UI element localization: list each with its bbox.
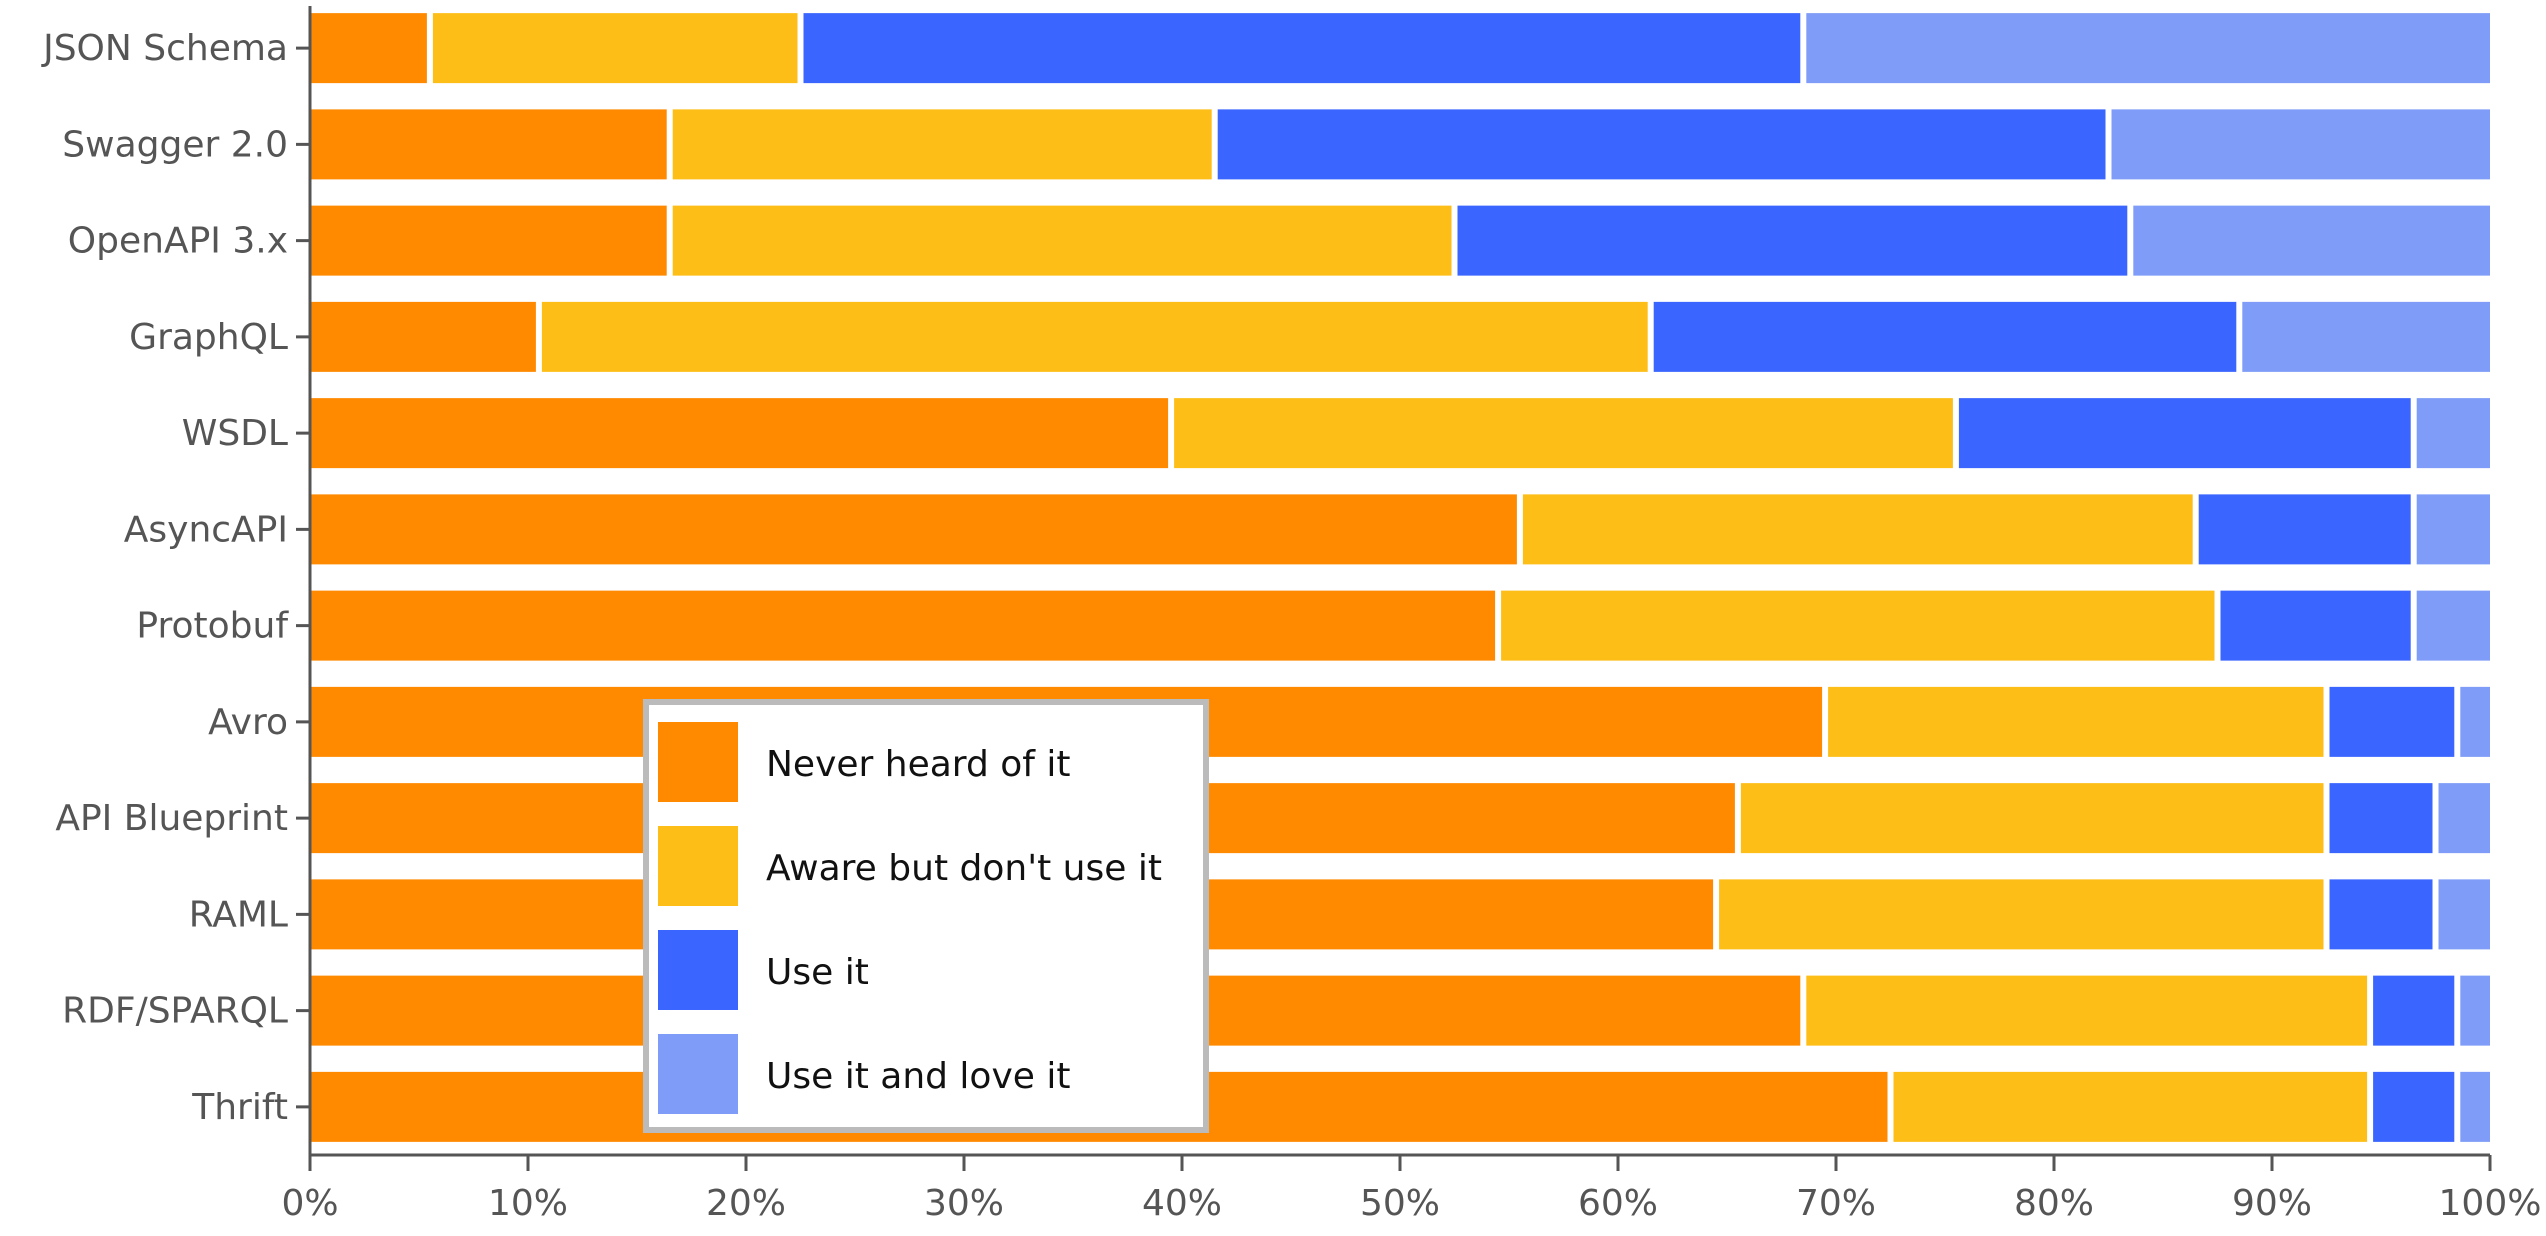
bar-thrift-use-it-and-love-it xyxy=(2460,1071,2490,1142)
bar-protobuf-never-heard-of-it xyxy=(310,590,1496,661)
bar-asyncapi-use-it xyxy=(2198,494,2411,565)
x-tick-label: 20% xyxy=(706,1183,786,1224)
bar-graphql-use-it xyxy=(1653,301,2237,372)
bar-wsdl-never-heard-of-it xyxy=(310,398,1169,469)
bar-json-schema-use-it xyxy=(803,13,1801,84)
x-tick-label: 60% xyxy=(1578,1183,1658,1224)
bar-openapi-3-x-never-heard-of-it xyxy=(310,205,667,276)
bar-raml-use-it-and-love-it xyxy=(2438,879,2490,950)
bar-rdf-sparql-use-it-and-love-it xyxy=(2460,975,2490,1046)
y-tick-label: AsyncAPI xyxy=(124,509,288,550)
bar-avro-use-it-and-love-it xyxy=(2460,686,2490,757)
legend-swatch-use-it-and-love-it xyxy=(658,1034,738,1114)
bar-swagger-2-0-use-it xyxy=(1217,109,2106,180)
bar-thrift-aware-but-don-t-use-it xyxy=(1893,1071,2368,1142)
bar-json-schema-use-it-and-love-it xyxy=(1806,13,2490,84)
bar-avro-use-it xyxy=(2329,686,2455,757)
y-tick-label: Protobuf xyxy=(136,606,289,647)
x-tick-label: 80% xyxy=(2014,1183,2094,1224)
bar-api-blueprint-use-it xyxy=(2329,783,2433,854)
y-tick-label: Thrift xyxy=(191,1087,288,1128)
bar-graphql-never-heard-of-it xyxy=(310,301,536,372)
bar-graphql-aware-but-don-t-use-it xyxy=(541,301,1648,372)
bar-wsdl-aware-but-don-t-use-it xyxy=(1174,398,1953,469)
legend: Never heard of it Aware but don't use it U… xyxy=(643,699,1209,1133)
legend-box xyxy=(643,699,1209,1133)
x-tick-label: 100% xyxy=(2439,1183,2542,1224)
y-tick-label: RDF/SPARQL xyxy=(62,991,288,1032)
bar-wsdl-use-it xyxy=(1958,398,2411,469)
legend-label-use-it-and-love-it: Use it and love it xyxy=(766,1056,1070,1097)
bar-swagger-2-0-never-heard-of-it xyxy=(310,109,667,180)
bar-asyncapi-never-heard-of-it xyxy=(310,494,1517,565)
bar-wsdl-use-it-and-love-it xyxy=(2416,398,2490,469)
legend-swatch-never-heard-of-it xyxy=(658,722,738,802)
bar-openapi-3-x-use-it xyxy=(1457,205,2128,276)
bar-avro-aware-but-don-t-use-it xyxy=(1828,686,2324,757)
legend-label-aware-but-don-t-use-it: Aware but don't use it xyxy=(766,848,1162,889)
bar-asyncapi-use-it-and-love-it xyxy=(2416,494,2490,565)
x-tick-label: 10% xyxy=(488,1183,568,1224)
x-tick-label: 30% xyxy=(924,1183,1004,1224)
x-tick-label: 50% xyxy=(1360,1183,1440,1224)
bar-raml-use-it xyxy=(2329,879,2433,950)
x-tick-label: 0% xyxy=(281,1183,338,1224)
x-tick-label: 90% xyxy=(2232,1183,2312,1224)
y-axis: JSON Schema Swagger 2.0 OpenAPI 3.x GraphQL… xyxy=(41,6,312,1155)
bar-api-blueprint-use-it-and-love-it xyxy=(2438,783,2490,854)
bar-swagger-2-0-use-it-and-love-it xyxy=(2111,109,2490,180)
bar-graphql-use-it-and-love-it xyxy=(2242,301,2490,372)
bar-api-blueprint-aware-but-don-t-use-it xyxy=(1740,783,2324,854)
y-tick-label: RAML xyxy=(189,894,288,935)
legend-swatch-aware-but-don-t-use-it xyxy=(658,826,738,906)
bar-openapi-3-x-aware-but-don-t-use-it xyxy=(672,205,1452,276)
y-tick-label: OpenAPI 3.x xyxy=(68,221,288,262)
bar-protobuf-aware-but-don-t-use-it xyxy=(1501,590,2215,661)
bar-protobuf-use-it-and-love-it xyxy=(2416,590,2490,661)
y-tick-label: WSDL xyxy=(182,413,288,454)
bar-asyncapi-aware-but-don-t-use-it xyxy=(1522,494,2193,565)
y-tick-label: Avro xyxy=(208,702,288,743)
x-axis: 0% 10% 20% 30% 40% 50% 60% 70% 80% 90% 100% xyxy=(281,1153,2542,1224)
legend-label-use-it: Use it xyxy=(766,952,869,993)
y-tick-label: API Blueprint xyxy=(55,798,288,839)
legend-label-never-heard-of-it: Never heard of it xyxy=(766,744,1071,785)
bar-json-schema-aware-but-don-t-use-it xyxy=(432,13,798,84)
bar-openapi-3-x-use-it-and-love-it xyxy=(2133,205,2490,276)
y-tick-label: Swagger 2.0 xyxy=(62,124,288,165)
x-tick-label: 40% xyxy=(1142,1183,1222,1224)
bar-json-schema-never-heard-of-it xyxy=(310,13,427,84)
bar-rdf-sparql-use-it xyxy=(2373,975,2455,1046)
bar-swagger-2-0-aware-but-don-t-use-it xyxy=(672,109,1212,180)
bar-protobuf-use-it xyxy=(2220,590,2411,661)
bar-rdf-sparql-aware-but-don-t-use-it xyxy=(1806,975,2368,1046)
bar-raml-aware-but-don-t-use-it xyxy=(1719,879,2324,950)
legend-swatch-use-it xyxy=(658,930,738,1010)
x-tick-label: 70% xyxy=(1796,1183,1876,1224)
y-tick-label: GraphQL xyxy=(129,317,288,358)
bars-layer xyxy=(310,13,2490,1142)
bar-thrift-use-it xyxy=(2373,1071,2455,1142)
y-tick-label: JSON Schema xyxy=(41,28,288,69)
